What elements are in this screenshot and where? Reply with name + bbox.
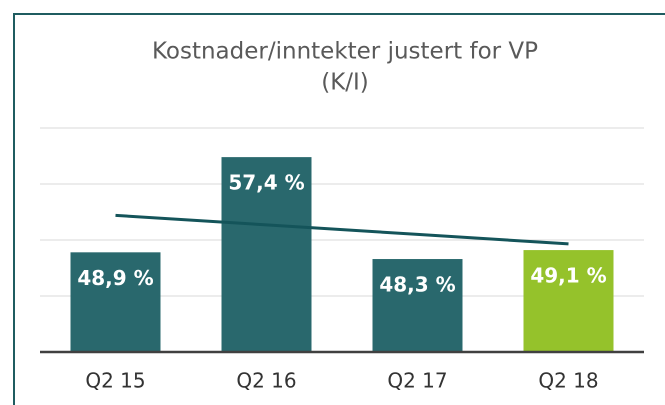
x-tick-label: Q2 16 (236, 369, 296, 393)
trend-line (115, 213, 569, 246)
data-label: 57,4 % (228, 171, 304, 195)
bar (372, 259, 463, 352)
frame (13, 13, 665, 405)
chart-subtitle: (K/I) (321, 70, 369, 96)
data-label: 48,3 % (379, 273, 455, 297)
data-label: 48,9 % (77, 266, 153, 290)
chart-title: Kostnader/inntekter justert for VP (152, 39, 538, 65)
x-tick-label: Q2 15 (85, 369, 145, 393)
x-tick-label: Q2 17 (387, 369, 447, 393)
x-tick-label: Q2 18 (538, 369, 598, 393)
bar (221, 157, 312, 352)
bar (70, 252, 161, 352)
bar (523, 250, 614, 352)
data-label: 49,1 % (530, 264, 606, 288)
